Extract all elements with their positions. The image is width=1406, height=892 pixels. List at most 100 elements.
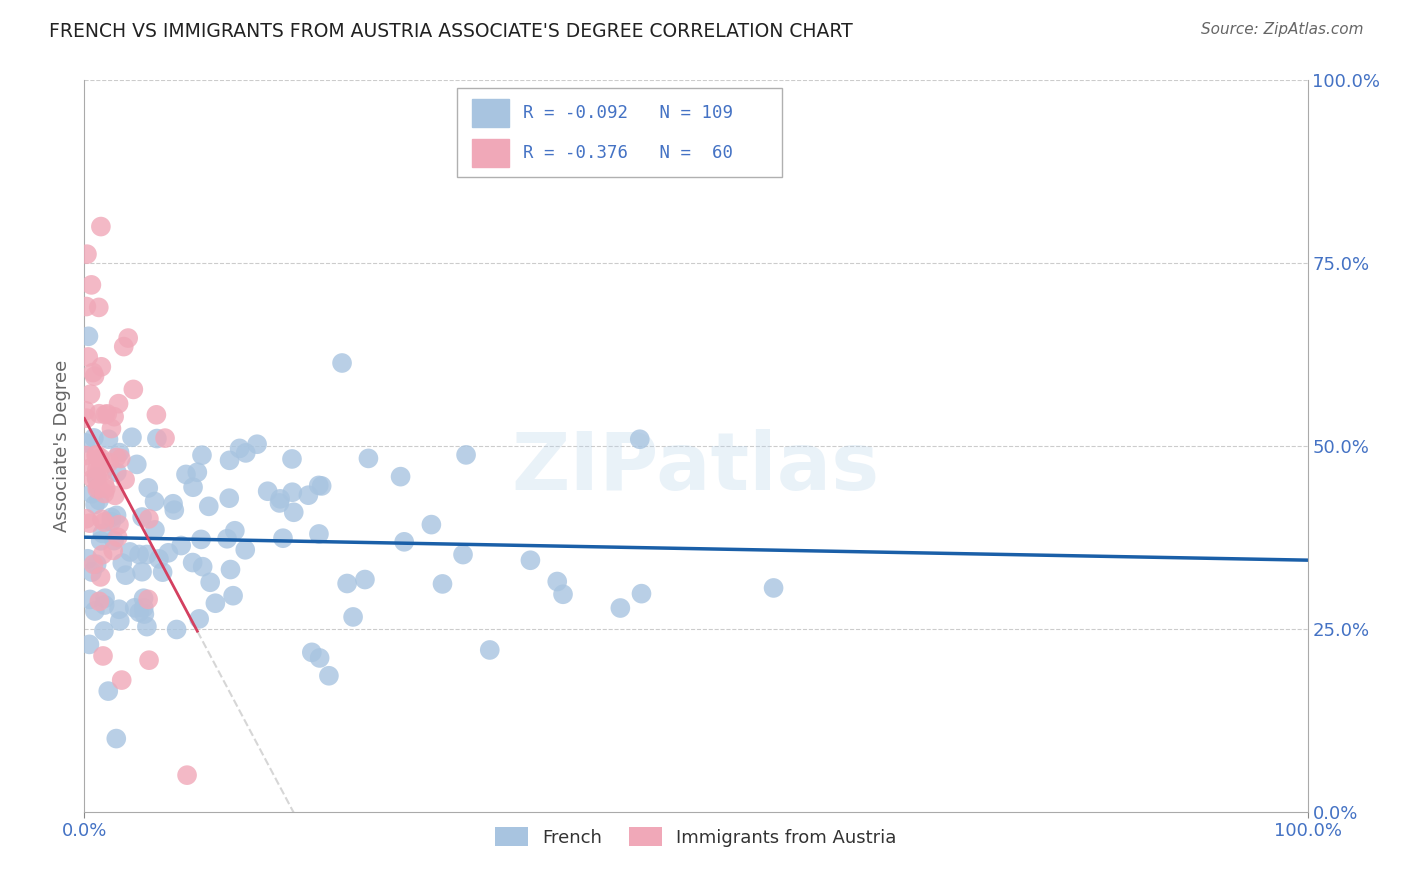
Point	[138, 653, 160, 667]
Point	[454, 448, 477, 462]
Point	[91, 548, 114, 562]
Point	[197, 500, 219, 514]
Point	[224, 524, 246, 538]
Point	[308, 478, 330, 492]
Point	[76, 247, 98, 261]
Point	[131, 510, 153, 524]
Point	[186, 465, 208, 479]
Point	[84, 448, 107, 462]
Point	[108, 614, 131, 628]
Point	[83, 431, 105, 445]
Point	[354, 573, 377, 587]
Point	[256, 484, 278, 499]
Point	[111, 673, 134, 687]
Point	[87, 493, 110, 508]
Point	[342, 610, 364, 624]
Point	[146, 432, 169, 446]
Legend: French, Immigrants from Austria: French, Immigrants from Austria	[488, 820, 904, 854]
Point	[163, 503, 186, 517]
Point	[89, 407, 111, 421]
Point	[188, 612, 211, 626]
Point	[75, 300, 97, 314]
Point	[166, 623, 188, 637]
Point	[104, 488, 127, 502]
Point	[79, 637, 101, 651]
Point	[82, 366, 104, 380]
Point	[86, 448, 108, 462]
Point	[551, 587, 574, 601]
Point	[176, 768, 198, 782]
Point	[357, 451, 380, 466]
Point	[84, 498, 107, 512]
Point	[190, 533, 212, 547]
Point	[108, 445, 131, 459]
Point	[222, 589, 245, 603]
Point	[181, 480, 204, 494]
Point	[80, 565, 103, 579]
Point	[83, 558, 105, 572]
Point	[308, 651, 330, 665]
Point	[152, 565, 174, 579]
FancyBboxPatch shape	[472, 99, 509, 127]
Point	[269, 496, 291, 510]
Point	[114, 568, 136, 582]
Point	[145, 408, 167, 422]
Point	[94, 591, 117, 606]
Text: ZIPatlas: ZIPatlas	[512, 429, 880, 507]
Point	[86, 470, 108, 484]
Point	[519, 553, 541, 567]
Point	[153, 431, 176, 445]
Point	[86, 472, 108, 486]
Point	[87, 481, 110, 495]
Text: R = -0.092   N = 109: R = -0.092 N = 109	[523, 104, 734, 122]
Text: FRENCH VS IMMIGRANTS FROM AUSTRIA ASSOCIATE'S DEGREE CORRELATION CHART: FRENCH VS IMMIGRANTS FROM AUSTRIA ASSOCI…	[49, 22, 853, 41]
Point	[77, 350, 100, 364]
Y-axis label: Associate's Degree: Associate's Degree	[53, 359, 72, 533]
Text: R = -0.376   N =  60: R = -0.376 N = 60	[523, 144, 734, 161]
Point	[79, 516, 101, 531]
FancyBboxPatch shape	[457, 87, 782, 177]
Point	[246, 437, 269, 451]
Point	[108, 517, 131, 532]
Point	[136, 481, 159, 495]
Point	[80, 460, 103, 475]
Point	[162, 497, 184, 511]
Point	[143, 523, 166, 537]
Point	[75, 436, 97, 450]
Point	[118, 545, 141, 559]
Point	[138, 512, 160, 526]
Point	[301, 645, 323, 659]
Point	[100, 510, 122, 524]
Point	[82, 472, 104, 486]
Point	[93, 476, 115, 491]
Point	[96, 407, 118, 421]
Point	[79, 387, 101, 401]
Point	[132, 600, 155, 615]
Point	[217, 532, 239, 546]
Point	[128, 548, 150, 562]
Point	[89, 461, 111, 475]
Point	[283, 505, 305, 519]
Point	[105, 731, 128, 746]
Point	[107, 530, 129, 544]
Point	[76, 411, 98, 425]
Point	[75, 403, 97, 417]
Point	[87, 301, 110, 315]
Point	[451, 548, 474, 562]
Point	[111, 556, 134, 570]
Point	[392, 534, 415, 549]
Point	[148, 552, 170, 566]
Point	[121, 430, 143, 444]
Point	[134, 607, 156, 621]
Point	[136, 592, 159, 607]
Point	[389, 469, 412, 483]
Point	[75, 449, 97, 463]
Point	[125, 458, 148, 472]
Point	[132, 591, 155, 606]
Point	[90, 512, 112, 526]
Point	[311, 479, 333, 493]
Point	[90, 359, 112, 374]
Point	[136, 548, 159, 562]
Point	[308, 527, 330, 541]
Point	[75, 512, 97, 526]
